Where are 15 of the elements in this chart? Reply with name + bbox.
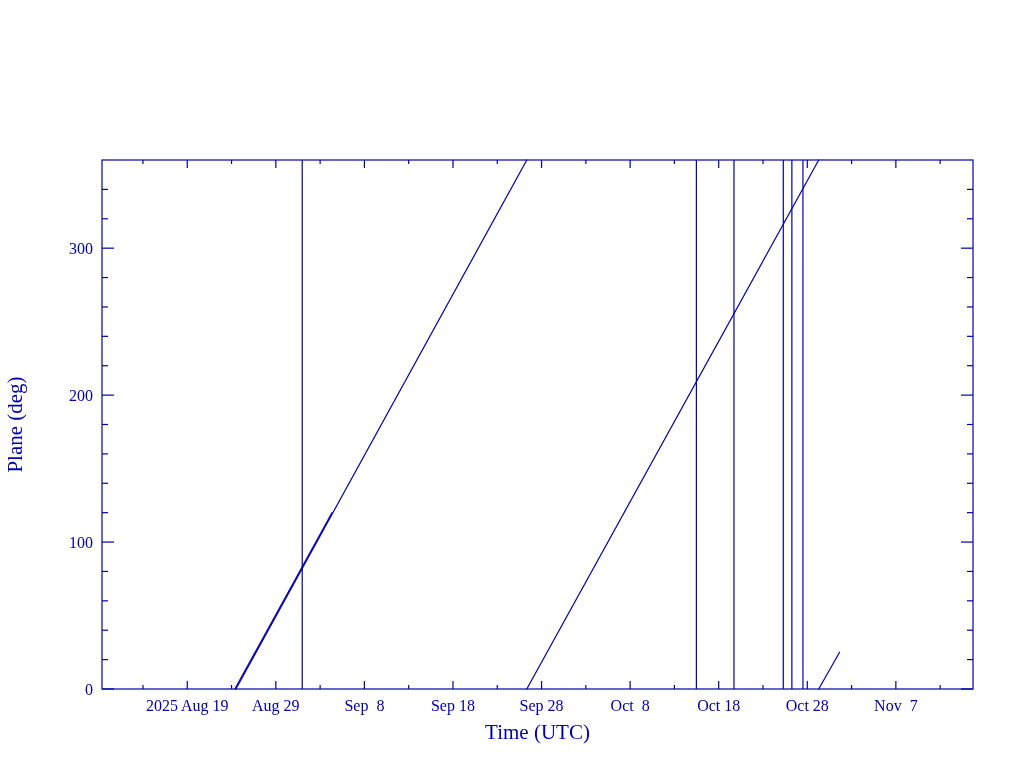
y-tick-label: 200: [69, 386, 93, 404]
x-tick-label: Oct 18: [697, 697, 741, 714]
x-tick-label: Aug 29: [252, 697, 300, 715]
x-tick-label: Oct 28: [785, 697, 829, 714]
x-tick-label: 2025 Aug 19: [145, 697, 229, 715]
x-tick-label: Oct 8: [610, 697, 650, 714]
x-tick-label: Sep 28: [519, 697, 564, 715]
y-tick-label: 100: [69, 533, 93, 551]
x-tick-label: Nov 7: [874, 697, 918, 714]
y-axis-title: Plane (deg): [3, 376, 27, 473]
y-tick-label: 300: [69, 239, 93, 257]
x-axis-title: Time (UTC): [485, 720, 590, 744]
x-tick-label: Sep 18: [430, 697, 475, 715]
x-tick-label: Sep 8: [344, 697, 385, 715]
y-tick-label: 0: [85, 680, 93, 698]
